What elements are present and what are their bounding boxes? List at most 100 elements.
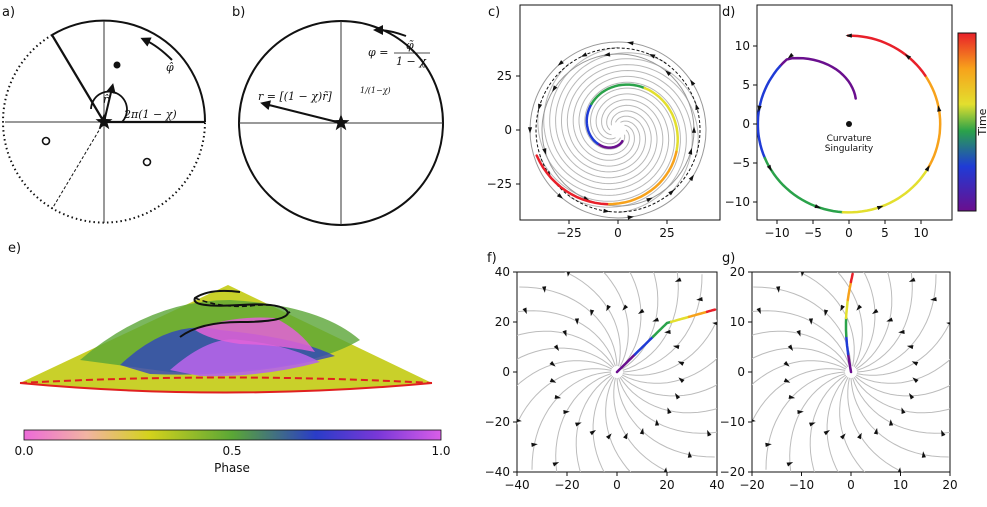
colorbar-tick: 1.0: [431, 444, 450, 458]
flow-arrow: [566, 272, 571, 277]
flow-arrow: [956, 349, 963, 353]
panel-e: e): [8, 241, 433, 394]
flow-arrow: [590, 309, 595, 317]
flow-arrow: [856, 259, 862, 265]
phi-hat-label: φ̂: [166, 61, 174, 74]
streamline: [855, 358, 950, 384]
flow-arrow: [687, 451, 692, 458]
streamline: [537, 93, 670, 196]
x-tick: 10: [893, 478, 908, 492]
y-tick: −5: [732, 156, 750, 170]
flow-arrow: [912, 377, 919, 384]
flow-arrow: [788, 394, 796, 399]
y-tick: 0: [742, 117, 750, 131]
flow-arrow: [554, 394, 562, 399]
x-tick: 20: [659, 478, 674, 492]
r-hat-label: r̂: [103, 93, 109, 106]
flow-arrow: [787, 52, 794, 59]
flow-arrow: [941, 429, 946, 437]
x-tick: 0: [847, 478, 855, 492]
x-tick: −20: [554, 478, 579, 492]
streamline: [622, 272, 679, 371]
streamline: [855, 272, 893, 370]
flow-arrow: [650, 264, 656, 269]
flow-arrow: [627, 215, 634, 220]
streamline: [622, 319, 717, 376]
streamline: [622, 274, 703, 373]
flow-arrow: [696, 297, 703, 302]
trajectory-segment: [643, 86, 679, 154]
flow-arrow: [924, 165, 930, 172]
flow-arrow: [665, 70, 672, 76]
time-colorbar: Time: [957, 32, 987, 212]
flow-arrow: [937, 105, 942, 112]
trajectory-segment: [845, 334, 850, 356]
hollow-dot-right: [142, 157, 152, 167]
y-tick: 20: [495, 315, 510, 329]
dashed-radius: [51, 121, 105, 210]
hollow-dot-left: [41, 136, 51, 146]
colorbar-label: Phase: [214, 461, 250, 475]
streamline: [854, 375, 950, 397]
plot-frame: [756, 4, 953, 221]
phase-magenta-region: [195, 317, 315, 352]
flow-arrow: [580, 52, 588, 57]
phase-colorbar: 0.0 0.5 1.0 Phase: [14, 429, 451, 475]
flow-arrow: [876, 205, 884, 210]
colorbar-gradient: [23, 429, 442, 441]
flow-arrow: [797, 409, 804, 415]
flow-arrow: [606, 479, 612, 485]
singularity-label-line2: Singularity: [825, 144, 874, 154]
streamline: [853, 376, 950, 414]
streamline: [856, 321, 950, 376]
streamline: [517, 368, 612, 425]
streamline: [847, 377, 904, 472]
y-tick: −25: [487, 177, 512, 191]
panel-e-label: e): [8, 241, 21, 256]
trajectory-segment: [535, 154, 609, 206]
x-tick: 5: [881, 226, 889, 240]
flow-arrow: [796, 330, 801, 337]
panel-g-label: g): [722, 251, 735, 266]
flow-arrow: [911, 361, 919, 366]
trajectory-segment: [849, 272, 854, 284]
streamline: [852, 377, 950, 434]
flow-arrow: [509, 333, 514, 339]
streamline: [555, 373, 612, 472]
trajectory-segment: [705, 308, 717, 314]
dotted-arc: [2, 34, 206, 224]
trajectory-segment: [596, 139, 624, 149]
x-tick: 10: [913, 226, 928, 240]
y-tick: 10: [730, 315, 745, 329]
flow-arrow: [888, 419, 894, 426]
trajectory-segment: [841, 167, 929, 214]
star-marker: [332, 114, 350, 131]
streamline: [621, 357, 717, 384]
ticks: [516, 75, 668, 224]
flow-arrow: [786, 462, 794, 467]
trajectory-segment: [651, 320, 673, 338]
streamlines: [752, 259, 963, 472]
flow-arrow: [691, 126, 697, 133]
trajectory-segment: [846, 34, 927, 77]
angle-arc: [90, 90, 128, 123]
flow-arrow: [542, 148, 547, 155]
streamline: [605, 376, 632, 472]
flow-arrow: [652, 317, 659, 322]
colorbar-tick: 0.0: [14, 444, 33, 458]
panel-d-label: d): [722, 5, 735, 20]
panel-f: f) −40 −20 0 20 40 40 20 0 −20 −40: [485, 251, 725, 492]
flow-arrow: [639, 427, 644, 435]
x-tick: 0: [614, 226, 622, 240]
flow-arrow: [857, 432, 862, 440]
flow-arrow: [898, 329, 905, 335]
trajectory-segment: [844, 298, 850, 320]
flow-arrow: [552, 462, 560, 467]
flow-arrow: [886, 317, 893, 322]
phi-arrow: [373, 25, 407, 37]
streamline: [572, 69, 693, 197]
streamline: [616, 377, 715, 458]
flow-arrow: [562, 330, 567, 337]
flow-arrow: [668, 189, 675, 196]
flow-arrow: [808, 318, 814, 325]
